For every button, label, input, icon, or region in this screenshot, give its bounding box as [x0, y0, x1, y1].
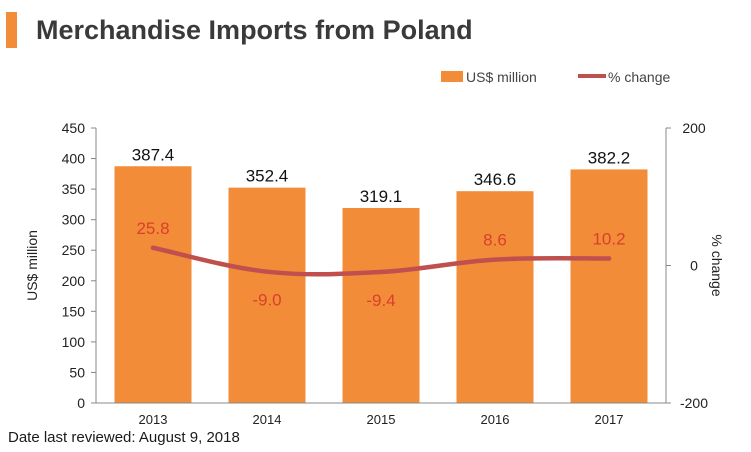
- y-tick-label: 200: [62, 273, 86, 289]
- y2-tick-label: 0: [690, 258, 698, 274]
- y-tick-label: 50: [69, 364, 85, 380]
- bar-2016: [456, 191, 534, 403]
- chart-title: Merchandise Imports from Poland: [36, 15, 473, 45]
- pct-change-label: 25.8: [136, 219, 169, 238]
- bar-2013: [114, 166, 192, 403]
- y-tick-label: 250: [62, 242, 86, 258]
- bar-2015: [342, 207, 420, 403]
- legend-bar-swatch: [441, 71, 463, 82]
- bar-value-label: 352.4: [246, 167, 289, 186]
- y2-tick-label: 200: [682, 120, 706, 136]
- x-tick-label: 2014: [253, 412, 282, 427]
- pct-change-label: 8.6: [483, 231, 507, 250]
- y-tick-label: 150: [62, 303, 86, 319]
- bars-group: [114, 166, 648, 403]
- x-tick-label: 2016: [481, 412, 510, 427]
- bar-value-label: 382.2: [588, 148, 631, 167]
- y2-tick-label: -200: [680, 395, 708, 411]
- bar-value-label: 346.6: [474, 170, 517, 189]
- x-tick-label: 2015: [367, 412, 396, 427]
- pct-change-label: -9.4: [366, 291, 395, 310]
- y-axis-title: US$ million: [24, 230, 40, 301]
- y-tick-label: 400: [62, 151, 86, 167]
- bar-value-label: 387.4: [132, 145, 175, 164]
- pct-change-point-2013: [150, 245, 156, 250]
- x-tick-label: 2017: [595, 412, 624, 427]
- bar-value-label: 319.1: [360, 187, 403, 206]
- pct-change-point-2016: [492, 257, 498, 262]
- legend-line-label: % change: [608, 69, 670, 85]
- legend: US$ million % change: [441, 69, 670, 85]
- pct-change-point-2014: [264, 269, 270, 274]
- pct-change-label: -9.0: [252, 291, 281, 310]
- x-tick-label: 2013: [139, 412, 168, 427]
- legend-bar-label: US$ million: [466, 69, 537, 85]
- bar-2017: [570, 169, 648, 403]
- pct-change-point-2017: [606, 256, 612, 261]
- bar-2014: [228, 187, 306, 403]
- pct-change-label: 10.2: [592, 229, 625, 248]
- line-series-group: [150, 245, 612, 277]
- y-tick-label: 0: [77, 395, 85, 411]
- date-reviewed-note: Date last reviewed: August 9, 2018: [8, 429, 240, 446]
- y-tick-label: 350: [62, 181, 86, 197]
- y2-axis-title: % change: [709, 234, 725, 296]
- y-tick-label: 100: [62, 334, 86, 350]
- y-tick-label: 450: [62, 120, 86, 136]
- data-labels-group: 387.4 352.4 319.1 346.6 382.2 25.8 -9.0 -9.4 8.6…: [132, 145, 631, 310]
- axes-group: 2013 2014 2015 2016 2017 0 50 100 150 200 250 300 35…: [62, 120, 709, 427]
- y-tick-label: 300: [62, 212, 86, 228]
- title-accent-bar: [6, 12, 17, 48]
- pct-change-point-2015: [378, 269, 384, 275]
